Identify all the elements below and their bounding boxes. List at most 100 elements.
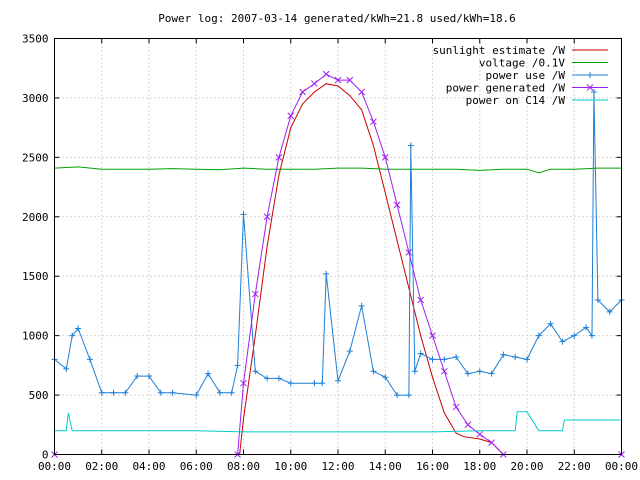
x-tick-label: 06:00 — [180, 460, 213, 473]
y-tick-label: 500 — [29, 389, 49, 402]
data-point — [110, 389, 117, 396]
data-point — [322, 70, 330, 78]
data-point — [453, 354, 460, 361]
data-point — [205, 370, 212, 377]
x-tick-label: 08:00 — [227, 460, 260, 473]
axes: 00:00 02:00 04:00 06:00 08:00 10:00 12:00 14:00… — [22, 33, 638, 474]
legend-marker — [587, 72, 593, 78]
data-point — [252, 368, 259, 375]
legend-label: power use /W — [486, 69, 566, 82]
series-line — [54, 83, 622, 455]
series-4 — [54, 411, 622, 433]
x-tick-label: 10:00 — [274, 460, 307, 473]
data-point — [381, 154, 389, 161]
data-point — [583, 324, 590, 331]
y-tick-label: 1500 — [22, 270, 49, 283]
data-point — [98, 389, 105, 396]
x-tick-label: 04:00 — [132, 460, 165, 473]
data-point — [146, 373, 152, 380]
data-point — [464, 370, 471, 377]
data-point — [524, 356, 530, 363]
y-tick-label: 3500 — [22, 33, 49, 46]
data-point — [335, 377, 341, 384]
y-tick-label: 3000 — [22, 92, 49, 105]
data-point — [606, 308, 613, 315]
data-point — [440, 367, 448, 375]
data-point — [417, 350, 424, 357]
data-point — [263, 213, 271, 221]
x-tick-label: 02:00 — [85, 460, 118, 473]
data-point — [216, 389, 223, 396]
series-line — [54, 73, 622, 455]
data-point — [334, 76, 342, 84]
data-point — [122, 389, 129, 396]
data-point — [512, 354, 519, 361]
data-point — [346, 76, 354, 84]
data-point — [319, 380, 326, 387]
data-point — [594, 296, 601, 303]
data-point — [234, 362, 241, 369]
x-tick-label: 18:00 — [463, 460, 496, 473]
data-point — [417, 296, 425, 304]
data-point — [358, 88, 365, 96]
data-point — [275, 154, 283, 161]
data-point — [169, 389, 176, 396]
data-point — [275, 375, 282, 382]
data-point — [299, 88, 306, 96]
data-point — [63, 365, 70, 372]
data-point — [370, 368, 377, 375]
data-point — [311, 80, 318, 88]
data-point — [311, 380, 318, 387]
x-tick-label: 16:00 — [416, 460, 449, 473]
data-point — [547, 320, 554, 327]
data-point — [405, 249, 413, 256]
data-point — [429, 332, 436, 339]
data-point — [393, 201, 401, 209]
data-point — [407, 142, 414, 149]
y-tick-label: 2500 — [22, 151, 49, 164]
x-tick-label: 22:00 — [558, 460, 591, 473]
data-point — [346, 348, 353, 355]
data-point — [464, 421, 472, 429]
x-tick-label: 00:00 — [38, 460, 71, 473]
series-0 — [54, 83, 622, 455]
data-point — [228, 389, 235, 396]
data-point — [75, 325, 82, 332]
data-point — [358, 302, 365, 309]
data-point — [590, 88, 597, 95]
legend-label: power on C14 /W — [466, 94, 566, 107]
data-point — [559, 338, 566, 345]
x-tick-label: 00:00 — [605, 460, 638, 473]
data-point — [500, 351, 507, 358]
data-point — [134, 373, 141, 380]
y-tick-label: 0 — [42, 449, 49, 462]
chart-title: Power log: 2007-03-14 generated/kWh=21.8… — [158, 12, 516, 25]
legend-label: voltage /0.1V — [479, 57, 565, 70]
legend-marker — [586, 84, 594, 91]
data-point — [411, 368, 418, 375]
data-point — [370, 118, 377, 126]
data-point — [240, 211, 247, 218]
series-1 — [54, 166, 622, 174]
data-point — [251, 290, 259, 298]
x-tick-label: 20:00 — [510, 460, 543, 473]
data-point — [441, 356, 448, 363]
series-line — [54, 411, 622, 433]
grid — [54, 38, 622, 455]
data-point — [240, 379, 247, 387]
legend-label: power generated /W — [446, 82, 566, 95]
data-point — [452, 403, 460, 411]
data-point — [323, 270, 330, 277]
data-point — [476, 430, 484, 438]
data-point — [588, 332, 595, 339]
data-point — [571, 332, 578, 339]
y-tick-label: 1000 — [22, 330, 49, 343]
data-point — [287, 112, 295, 120]
data-point — [535, 332, 542, 339]
data-point — [405, 392, 412, 399]
data-point — [157, 389, 164, 396]
legend-label: sunlight estimate /W — [433, 44, 566, 57]
